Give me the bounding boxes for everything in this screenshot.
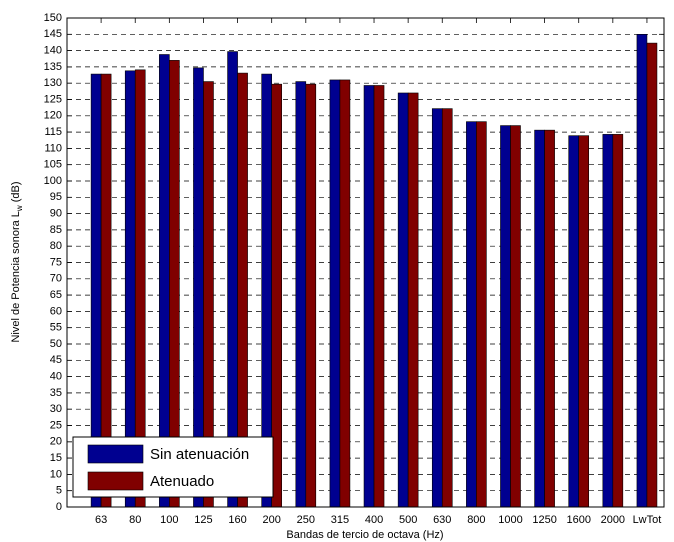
y-tick-label: 25	[50, 419, 62, 431]
y-axis-label: Nivel de Potencia sonora Lw (dB)	[10, 181, 24, 342]
bar	[534, 129, 545, 508]
y-tick-label: 40	[50, 371, 62, 383]
x-tick-label: 1000	[498, 514, 522, 526]
x-tick-label: 63	[95, 514, 107, 526]
bar	[339, 79, 351, 508]
y-tick-label: 10	[50, 468, 62, 480]
y-tick-label: 5	[56, 485, 62, 497]
y-tick-label: 115	[44, 126, 62, 138]
legend-label: Sin atenuación	[150, 446, 249, 463]
y-tick-label: 110	[44, 142, 62, 154]
y-tick-label: 65	[50, 289, 62, 301]
x-tick-label: 125	[194, 514, 212, 526]
y-tick-label: 145	[44, 28, 62, 40]
y-tick-label: 55	[50, 322, 62, 334]
bar	[578, 135, 590, 508]
bar	[466, 121, 477, 508]
y-tick-label: 150	[44, 12, 62, 24]
x-tick-label: 160	[228, 514, 246, 526]
bar	[397, 92, 409, 508]
y-tick-label: 100	[44, 175, 62, 187]
x-tick-label: 400	[365, 514, 383, 526]
x-tick-label: 500	[399, 514, 417, 526]
y-tick-label: 15	[50, 452, 62, 464]
bar	[510, 125, 521, 508]
x-tick-label: 2000	[601, 514, 625, 526]
y-tick-label: 85	[50, 224, 62, 236]
bar	[373, 85, 385, 508]
bar	[636, 33, 648, 508]
y-tick-label: 90	[50, 208, 62, 220]
y-tick-label: 140	[44, 45, 62, 57]
y-tick-label: 45	[50, 354, 62, 366]
y-tick-label: 20	[50, 436, 62, 448]
bar	[476, 121, 487, 508]
y-tick-label: 135	[44, 61, 62, 73]
bar	[295, 81, 307, 508]
legend-swatch	[87, 471, 144, 491]
bar	[500, 125, 511, 508]
y-tick-label: 105	[44, 159, 62, 171]
y-axis-label-sub: w	[15, 205, 24, 212]
y-axis-label-suffix: (dB)	[10, 181, 22, 205]
x-tick-label: 1250	[532, 514, 556, 526]
x-tick-label: 630	[433, 514, 451, 526]
bar	[431, 108, 443, 508]
y-tick-label: 70	[50, 273, 62, 285]
x-tick-label: 80	[129, 514, 141, 526]
bar	[305, 83, 317, 508]
y-tick-label: 50	[50, 338, 62, 350]
bar	[363, 85, 375, 508]
y-axis-label-main: Nivel de Potencia sonora L	[10, 211, 22, 342]
y-tick-label: 75	[50, 256, 62, 268]
bar	[612, 134, 624, 508]
y-tick-label: 95	[50, 191, 62, 203]
bar	[568, 135, 580, 508]
y-tick-label: 120	[44, 110, 62, 122]
y-tick-label: 35	[50, 387, 62, 399]
y-tick-label: 60	[50, 305, 62, 317]
y-tick-label: 130	[44, 77, 62, 89]
x-tick-label: LwTot	[633, 514, 662, 526]
x-tick-label: 1600	[566, 514, 590, 526]
y-tick-label: 0	[56, 501, 62, 513]
bar	[407, 92, 419, 508]
x-axis-label: Bandas de tercio de octava (Hz)	[286, 529, 443, 541]
x-tick-label: 100	[160, 514, 178, 526]
legend-label: Atenuado	[150, 473, 214, 490]
x-tick-label: 800	[467, 514, 485, 526]
legend-swatch	[87, 444, 144, 464]
bar	[602, 134, 614, 508]
bar	[329, 79, 341, 508]
y-tick-label: 125	[44, 93, 62, 105]
x-tick-label: 200	[263, 514, 281, 526]
x-tick-label: 250	[297, 514, 315, 526]
y-tick-label: 80	[50, 240, 62, 252]
y-tick-label: 30	[50, 403, 62, 415]
bar	[544, 129, 555, 508]
bar	[441, 108, 453, 508]
x-tick-label: 315	[331, 514, 349, 526]
bar	[646, 42, 658, 508]
plot-frame	[66, 17, 665, 508]
